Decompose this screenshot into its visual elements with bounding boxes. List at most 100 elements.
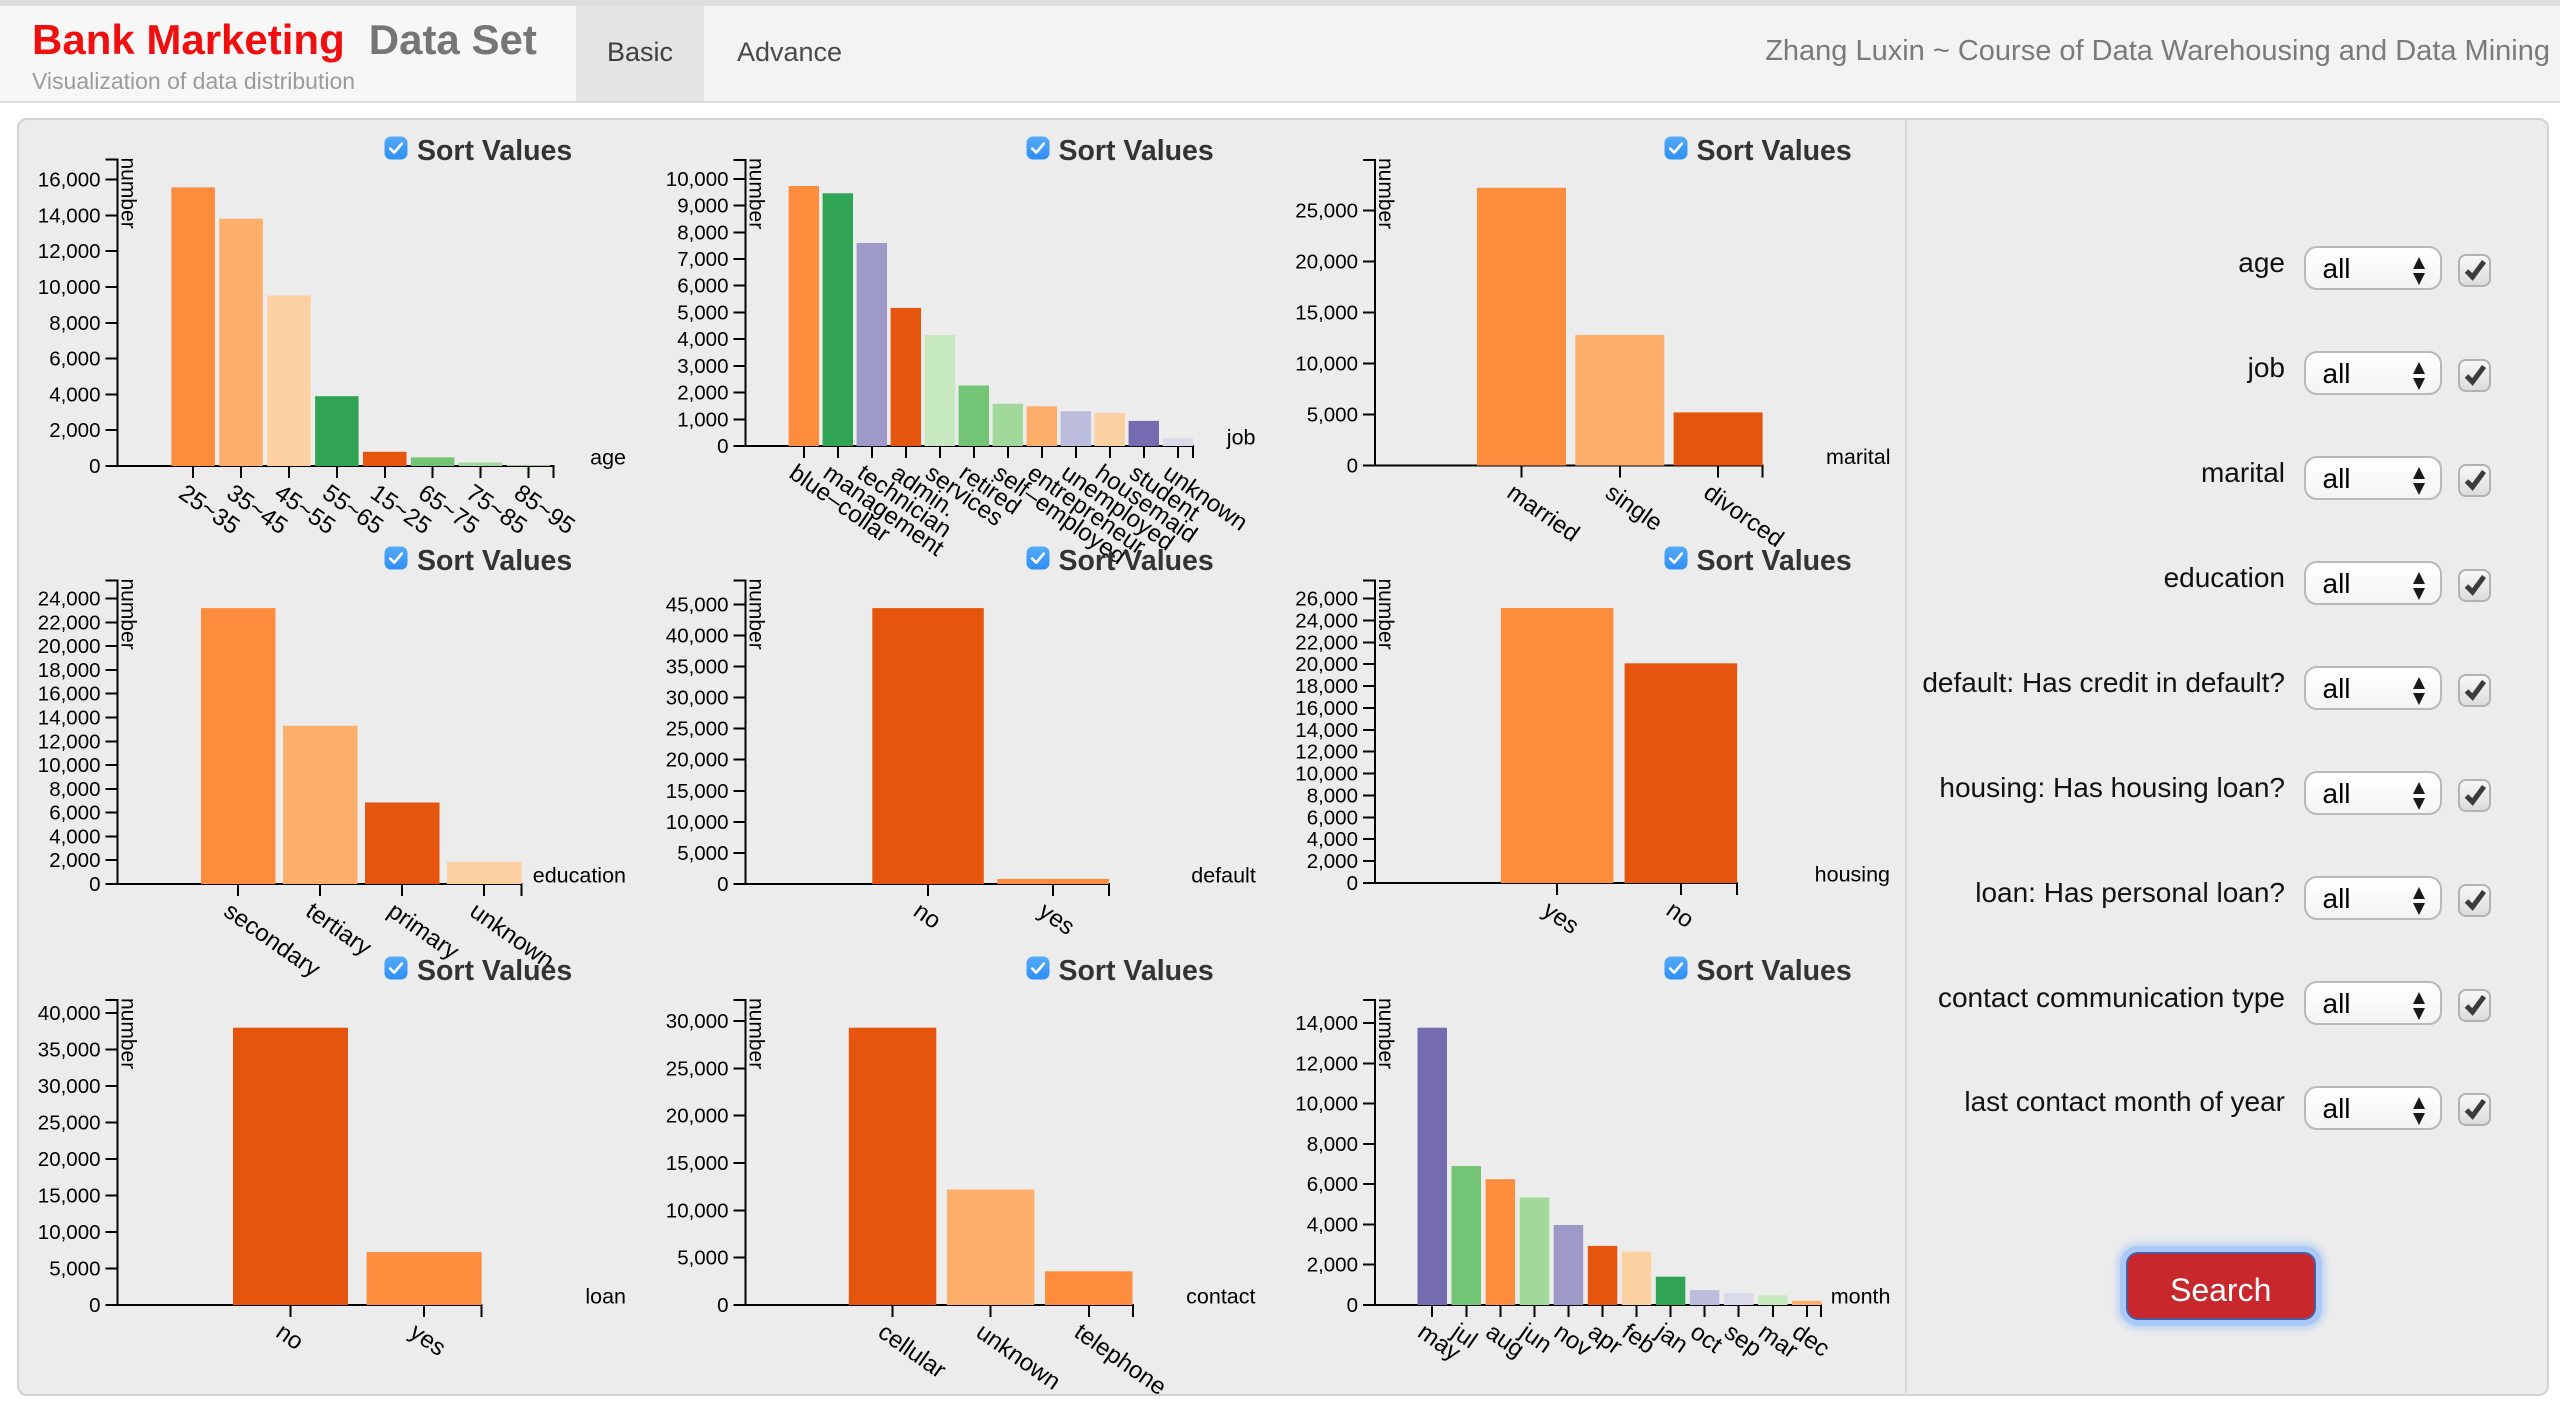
svg-text:0: 0 — [89, 455, 100, 478]
svg-text:loan: loan — [585, 1285, 626, 1309]
svg-text:30,000: 30,000 — [38, 1075, 101, 1098]
svg-text:number: number — [745, 998, 768, 1069]
svg-text:5,000: 5,000 — [677, 301, 728, 324]
svg-text:40,000: 40,000 — [38, 1002, 101, 1025]
svg-text:5,000: 5,000 — [1307, 404, 1358, 427]
svg-text:14,000: 14,000 — [38, 204, 101, 227]
svg-text:0: 0 — [1347, 872, 1358, 895]
svg-text:yes: yes — [405, 1318, 451, 1362]
svg-text:contact: contact — [1186, 1285, 1255, 1309]
svg-text:8,000: 8,000 — [1307, 785, 1358, 808]
svg-text:22,000: 22,000 — [38, 611, 101, 634]
svg-text:14,000: 14,000 — [1295, 1012, 1358, 1035]
svg-text:6,000: 6,000 — [1307, 806, 1358, 829]
svg-text:14,000: 14,000 — [38, 707, 101, 730]
svg-text:25,000: 25,000 — [666, 718, 729, 741]
svg-text:0: 0 — [1347, 1294, 1358, 1317]
svg-text:4,000: 4,000 — [49, 825, 100, 848]
svg-text:14,000: 14,000 — [1295, 719, 1358, 742]
svg-text:unknown: unknown — [971, 1318, 1065, 1395]
svg-text:5,000: 5,000 — [677, 842, 728, 865]
svg-text:8,000: 8,000 — [1307, 1133, 1358, 1156]
svg-text:number: number — [1374, 998, 1397, 1069]
svg-text:24,000: 24,000 — [1295, 609, 1358, 632]
svg-text:0: 0 — [89, 1294, 100, 1317]
svg-text:dec: dec — [1787, 1318, 1834, 1362]
svg-text:10,000: 10,000 — [666, 1199, 729, 1222]
svg-text:cellular: cellular — [873, 1318, 951, 1384]
svg-text:30,000: 30,000 — [666, 1010, 729, 1033]
svg-text:12,000: 12,000 — [1295, 1052, 1358, 1075]
svg-text:15,000: 15,000 — [38, 1185, 101, 1208]
svg-text:default: default — [1191, 864, 1256, 888]
svg-text:7,000: 7,000 — [677, 248, 728, 271]
svg-text:telephone: telephone — [1069, 1318, 1171, 1401]
svg-text:12,000: 12,000 — [38, 730, 101, 753]
svg-text:housing: housing — [1815, 863, 1890, 887]
svg-text:16,000: 16,000 — [1295, 697, 1358, 720]
svg-text:4,000: 4,000 — [1307, 828, 1358, 851]
svg-text:30,000: 30,000 — [666, 687, 729, 710]
svg-text:8,000: 8,000 — [49, 778, 100, 801]
svg-text:18,000: 18,000 — [38, 659, 101, 682]
svg-text:marital: marital — [1826, 445, 1891, 469]
svg-text:18,000: 18,000 — [1295, 675, 1358, 698]
svg-text:4,000: 4,000 — [1307, 1213, 1358, 1236]
svg-text:26,000: 26,000 — [1295, 588, 1358, 611]
svg-text:number: number — [117, 158, 140, 229]
svg-text:12,000: 12,000 — [1295, 741, 1358, 764]
svg-text:4,000: 4,000 — [49, 383, 100, 406]
svg-text:job: job — [1226, 426, 1256, 450]
svg-text:0: 0 — [717, 1294, 728, 1317]
svg-text:40,000: 40,000 — [666, 624, 729, 647]
svg-text:0: 0 — [89, 873, 100, 896]
svg-text:15,000: 15,000 — [666, 780, 729, 803]
svg-text:6,000: 6,000 — [49, 802, 100, 825]
svg-text:number: number — [117, 579, 140, 650]
svg-text:35,000: 35,000 — [666, 656, 729, 679]
svg-text:16,000: 16,000 — [38, 683, 101, 706]
svg-text:24,000: 24,000 — [38, 588, 101, 611]
svg-text:yes: yes — [1034, 897, 1080, 941]
svg-text:6,000: 6,000 — [49, 348, 100, 371]
svg-text:10,000: 10,000 — [1295, 352, 1358, 375]
svg-text:divorced: divorced — [1699, 479, 1789, 553]
svg-text:age: age — [590, 446, 626, 470]
svg-text:2,000: 2,000 — [1307, 850, 1358, 873]
svg-text:25,000: 25,000 — [1295, 199, 1358, 222]
svg-text:35,000: 35,000 — [38, 1038, 101, 1061]
svg-text:10,000: 10,000 — [1295, 1093, 1358, 1116]
svg-text:1,000: 1,000 — [677, 408, 728, 431]
svg-text:number: number — [117, 998, 140, 1069]
svg-text:2,000: 2,000 — [49, 419, 100, 442]
svg-text:month: month — [1831, 1285, 1891, 1309]
svg-text:10,000: 10,000 — [666, 168, 729, 191]
svg-text:2,000: 2,000 — [1307, 1254, 1358, 1277]
svg-text:45,000: 45,000 — [666, 593, 729, 616]
svg-text:10,000: 10,000 — [38, 1221, 101, 1244]
svg-text:22,000: 22,000 — [1295, 631, 1358, 654]
svg-text:0: 0 — [717, 435, 728, 458]
svg-text:number: number — [1374, 579, 1397, 650]
svg-text:15,000: 15,000 — [666, 1152, 729, 1175]
svg-text:20,000: 20,000 — [666, 1105, 729, 1128]
svg-text:9,000: 9,000 — [677, 195, 728, 218]
svg-text:0: 0 — [717, 873, 728, 896]
svg-text:8,000: 8,000 — [49, 312, 100, 335]
svg-text:5,000: 5,000 — [677, 1247, 728, 1270]
svg-text:12,000: 12,000 — [38, 240, 101, 263]
svg-text:10,000: 10,000 — [38, 754, 101, 777]
svg-text:20,000: 20,000 — [1295, 653, 1358, 676]
svg-text:married: married — [1502, 479, 1584, 548]
svg-text:10,000: 10,000 — [1295, 763, 1358, 786]
svg-text:20,000: 20,000 — [1295, 250, 1358, 273]
svg-text:no: no — [909, 897, 946, 934]
svg-text:education: education — [533, 864, 626, 888]
svg-text:number: number — [1374, 158, 1397, 229]
svg-text:25,000: 25,000 — [666, 1057, 729, 1080]
svg-text:10,000: 10,000 — [38, 276, 101, 299]
svg-text:20,000: 20,000 — [666, 749, 729, 772]
svg-text:10,000: 10,000 — [666, 811, 729, 834]
svg-text:0: 0 — [1347, 455, 1358, 478]
svg-text:8,000: 8,000 — [677, 221, 728, 244]
